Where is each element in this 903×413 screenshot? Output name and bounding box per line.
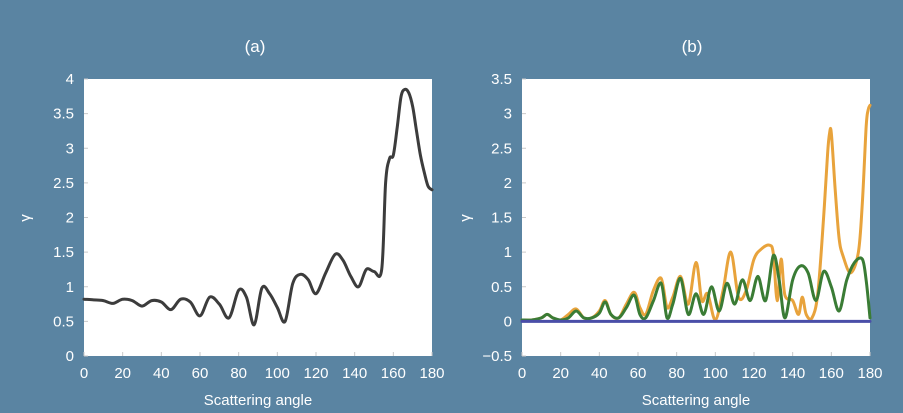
- panel-a-data-lines: [82, 78, 434, 357]
- x-tick-label: 20: [114, 365, 131, 382]
- panel-b-label: (b): [682, 37, 703, 56]
- panel-a-y-axis-title: γ: [17, 214, 34, 222]
- x-tick-label: 80: [668, 365, 685, 382]
- panel-a-y-ticks: 0 0.5 1 1.5 2 2.5 3 3.5 4: [53, 71, 74, 365]
- x-tick-label: 120: [303, 365, 328, 382]
- y-tick-label: 2: [504, 175, 512, 192]
- panel-b-plot-area: [522, 79, 870, 356]
- y-tick-label: 4: [66, 71, 74, 88]
- x-tick-label: 160: [381, 365, 406, 382]
- series-line-0: [82, 87, 434, 327]
- y-tick-label: 0.5: [491, 279, 512, 296]
- panel-b: (b) −0.5 0 0.5 1 1.5 2 2.5 3 3.5 0 20 40…: [457, 37, 883, 409]
- x-tick-label: 120: [741, 365, 766, 382]
- x-tick-label: 0: [518, 365, 526, 382]
- x-tick-label: 180: [857, 365, 882, 382]
- x-tick-label: 80: [230, 365, 247, 382]
- series-line-1: [520, 253, 872, 322]
- x-tick-label: 40: [153, 365, 170, 382]
- x-tick-label: 20: [552, 365, 569, 382]
- y-tick-label: 1.5: [53, 244, 74, 261]
- panel-b-y-axis-title: γ: [457, 214, 474, 222]
- x-tick-label: 180: [419, 365, 444, 382]
- y-tick-label: 1: [66, 279, 74, 296]
- panel-b-y-ticks: −0.5 0 0.5 1 1.5 2 2.5 3 3.5: [482, 71, 512, 365]
- y-tick-label: 3.5: [53, 106, 74, 123]
- x-tick-label: 60: [192, 365, 209, 382]
- panel-a-label: (a): [245, 37, 266, 56]
- x-tick-label: 40: [591, 365, 608, 382]
- panel-b-x-axis-title: Scattering angle: [642, 392, 750, 409]
- panel-b-x-ticks: 0 20 40 60 80 100 120 140 160 180: [518, 365, 883, 382]
- x-tick-label: 140: [780, 365, 805, 382]
- y-tick-label: 0.5: [53, 313, 74, 330]
- y-tick-label: 2.5: [53, 175, 74, 192]
- y-tick-label: 0: [504, 313, 512, 330]
- y-tick-label: 2: [66, 210, 74, 227]
- panel-a: (a) 0 0.5 1 1.5 2 2.5 3 3.5 4 0 20 40 60…: [17, 37, 445, 409]
- panel-a-x-axis-title: Scattering angle: [204, 392, 312, 409]
- panel-a-x-ticks: 0 20 40 60 80 100 120 140 160 180: [80, 365, 445, 382]
- y-tick-label: 1: [504, 244, 512, 261]
- y-tick-label: −0.5: [482, 348, 512, 365]
- x-tick-label: 140: [342, 365, 367, 382]
- x-tick-label: 0: [80, 365, 88, 382]
- y-tick-label: 0: [66, 348, 74, 365]
- y-tick-label: 3: [504, 106, 512, 123]
- panel-b-data-lines: [520, 78, 872, 357]
- x-tick-label: 100: [703, 365, 728, 382]
- x-tick-label: 160: [819, 365, 844, 382]
- y-tick-label: 1.5: [491, 210, 512, 227]
- y-tick-label: 3.5: [491, 71, 512, 88]
- y-tick-label: 3: [66, 140, 74, 157]
- x-tick-label: 100: [265, 365, 290, 382]
- x-tick-label: 60: [630, 365, 647, 382]
- y-tick-label: 2.5: [491, 140, 512, 157]
